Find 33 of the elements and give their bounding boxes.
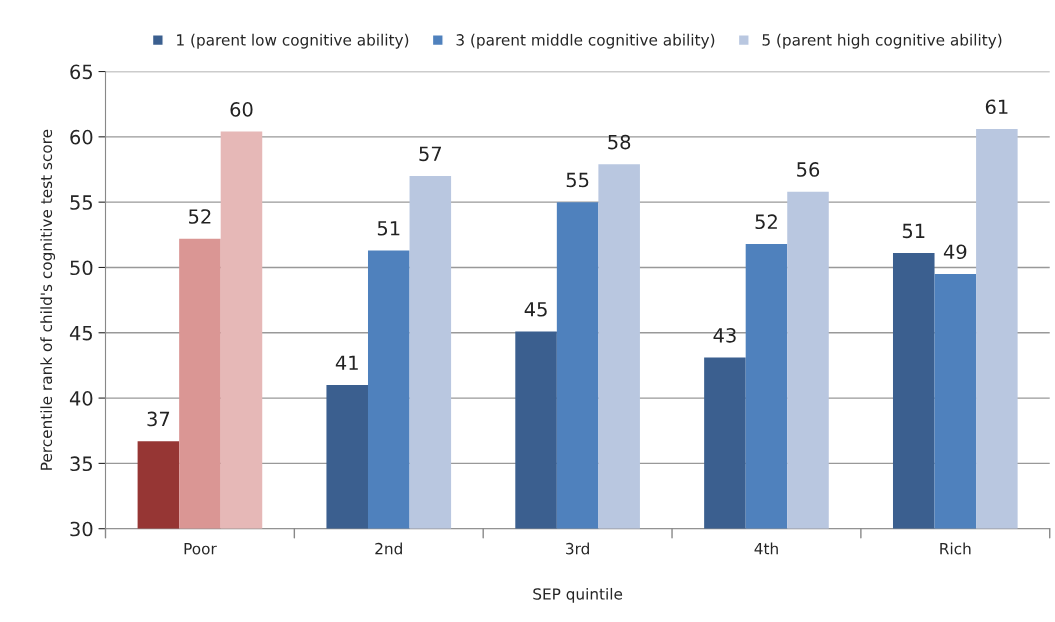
y-axis-title: Percentile rank of child's cognitive test score <box>40 129 56 470</box>
y-tick-label: 65 <box>70 64 92 80</box>
legend-label: 1 (parent low cognitive ability) <box>177 33 409 49</box>
data-label: 61 <box>985 99 1008 115</box>
y-tick-label: 45 <box>69 325 92 341</box>
y-tick-label: 35 <box>70 456 92 472</box>
data-label: 49 <box>943 244 967 260</box>
data-label: 51 <box>902 223 925 239</box>
legend-label: 5 (parent high cognitive ability) <box>762 33 1002 49</box>
y-tick-label: 40 <box>69 391 93 406</box>
data-label: 60 <box>230 102 253 117</box>
x-tick-label: Poor <box>184 543 217 555</box>
data-label: 55 <box>566 172 589 188</box>
y-tick-label: 30 <box>70 521 93 537</box>
y-tick-label: 55 <box>70 195 92 210</box>
x-tick-label: 2nd <box>375 542 402 555</box>
legend-label: 3 (parent middle cognitive ability) <box>456 33 715 49</box>
y-tick-label: 60 <box>70 129 93 145</box>
data-label: 52 <box>189 209 211 224</box>
y-tick-label: 50 <box>70 260 93 276</box>
data-label: 58 <box>608 134 631 150</box>
data-label: 56 <box>797 162 820 177</box>
data-label: 43 <box>713 328 736 343</box>
x-axis-title: SEP quintile <box>533 587 623 603</box>
data-label: 52 <box>755 214 777 230</box>
x-tick-label: 3rd <box>566 542 589 555</box>
data-label: 41 <box>335 355 358 370</box>
data-label: 51 <box>377 221 400 236</box>
x-tick-label: Rich <box>940 542 971 555</box>
data-label: 57 <box>419 146 442 162</box>
data-label: 45 <box>524 302 547 317</box>
data-label: 37 <box>147 411 170 427</box>
x-tick-label: 4th <box>754 542 778 555</box>
